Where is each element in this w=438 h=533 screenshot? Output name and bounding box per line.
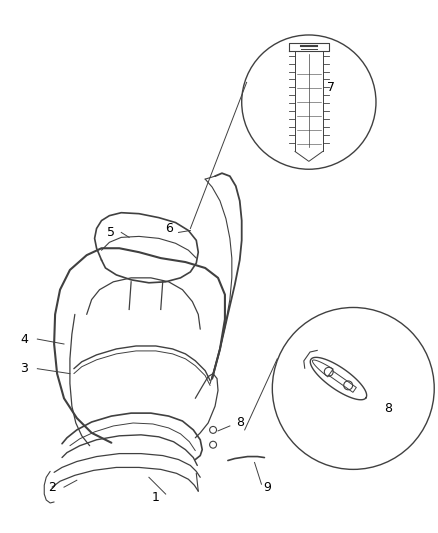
- Text: 2: 2: [48, 481, 56, 494]
- Text: 1: 1: [152, 490, 160, 504]
- Text: 6: 6: [165, 222, 173, 235]
- Text: 4: 4: [21, 333, 28, 345]
- Text: 3: 3: [21, 362, 28, 375]
- Text: 8: 8: [384, 402, 392, 415]
- Text: 8: 8: [236, 416, 244, 430]
- Text: 5: 5: [107, 226, 115, 239]
- Text: 7: 7: [327, 81, 335, 94]
- Text: 9: 9: [263, 481, 271, 494]
